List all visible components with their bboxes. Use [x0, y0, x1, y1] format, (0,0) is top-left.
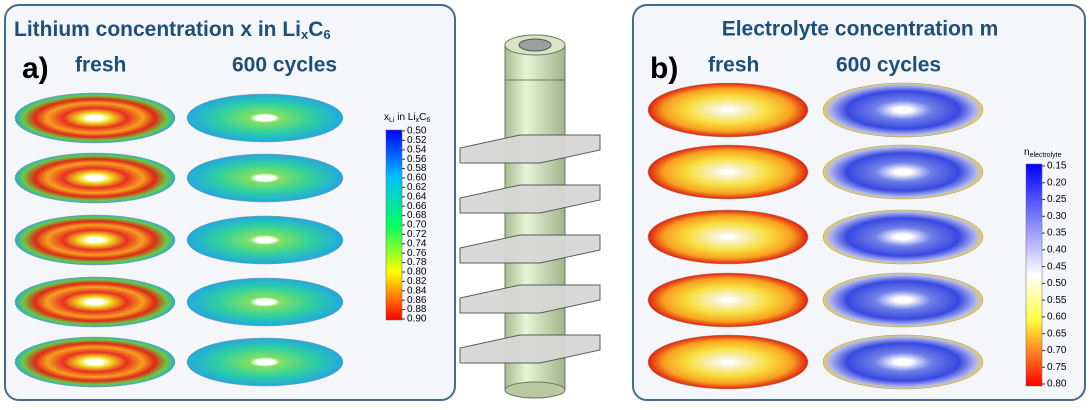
- colorbar-tick-label: 0.70: [1047, 345, 1067, 356]
- colorbar-tick-label: 0.55: [1047, 295, 1067, 306]
- colorbar-tick-label: 0.45: [1047, 261, 1067, 272]
- colorbar: [1026, 164, 1042, 386]
- panel-label: b): [650, 52, 678, 85]
- colorbar: [386, 130, 402, 320]
- colorbar-tick-label: 0.60: [1047, 312, 1067, 323]
- column-label: 600 cycles: [232, 54, 337, 77]
- column-label: fresh: [75, 54, 126, 77]
- colorbar-tick-label: 0.25: [1047, 194, 1067, 205]
- colorbar-tick-label: 0.65: [1047, 328, 1067, 339]
- colorbar-tick-label: 0.15: [1047, 161, 1067, 172]
- colorbar-tick-label: 0.50: [1047, 278, 1067, 289]
- panel-title: Electrolyte concentration m: [722, 18, 999, 41]
- colorbar-tick-label: 0.40: [1047, 244, 1067, 255]
- panel-title: Lithium concentration x in LixC6: [14, 18, 331, 43]
- colorbar-tick-label: 0.80: [1047, 379, 1067, 390]
- colorbar-tick-label: 0.30: [1047, 211, 1067, 222]
- column-label: 600 cycles: [836, 54, 941, 77]
- colorbar-tick-label: 0.75: [1047, 362, 1067, 373]
- colorbar-tick-label: 0.20: [1047, 177, 1067, 188]
- cell-illustration: [460, 35, 600, 398]
- panel-label: a): [22, 52, 49, 85]
- colorbar-tick-label: 0.35: [1047, 228, 1067, 239]
- colorbar-tick-label: 0.90: [407, 314, 427, 325]
- figure: Lithium concentration x in LixC6 a) fres…: [0, 0, 1091, 405]
- column-label: fresh: [708, 54, 759, 77]
